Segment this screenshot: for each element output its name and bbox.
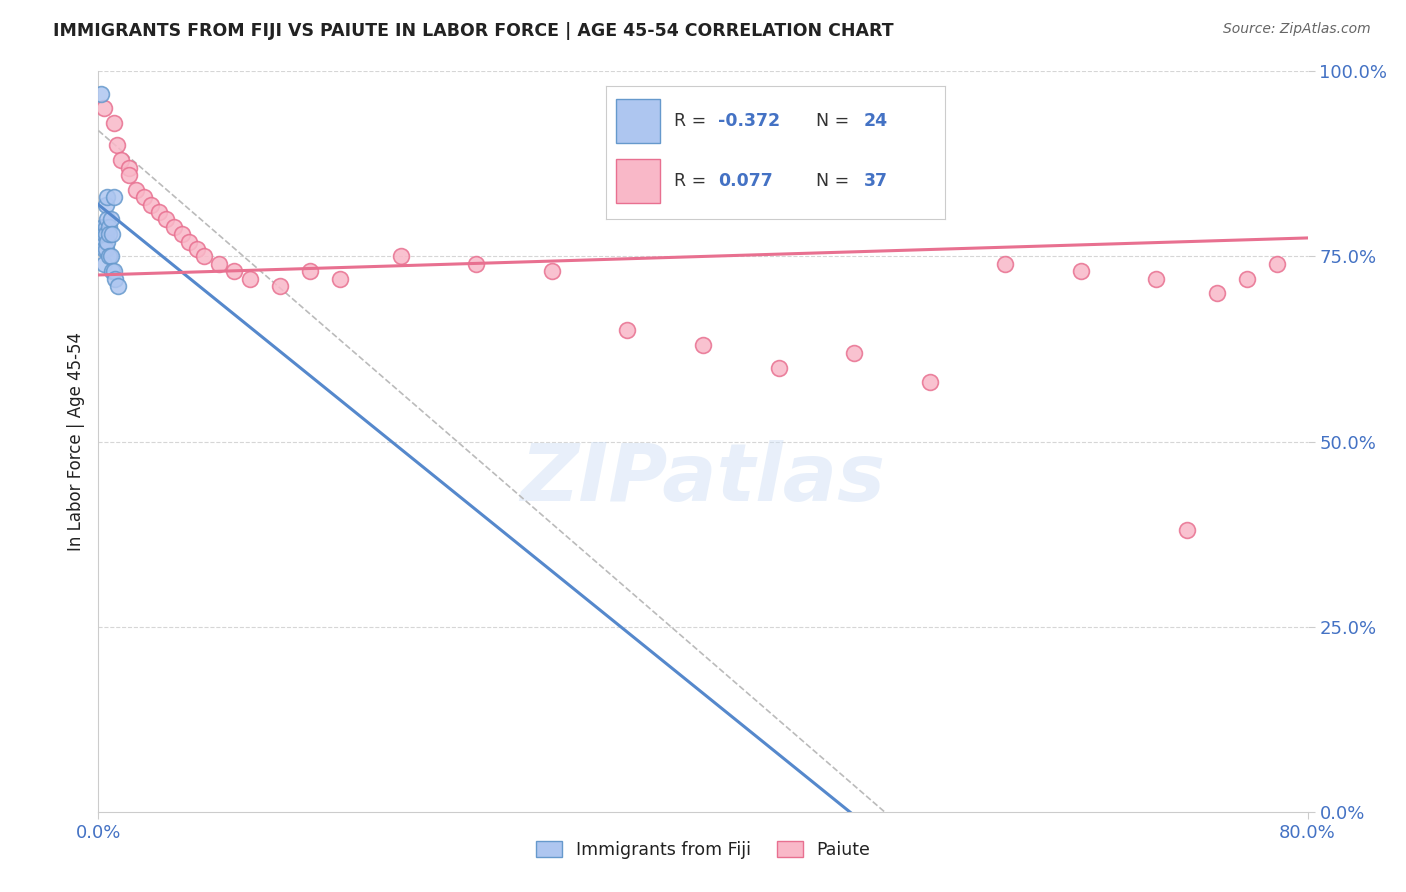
Point [299, 264, 322, 278]
Point [110, 153, 132, 168]
Point [94, 197, 117, 211]
Point [208, 257, 231, 271]
Point [105, 138, 128, 153]
Legend: Immigrants from Fiji, Paiute: Immigrants from Fiji, Paiute [529, 834, 877, 866]
Point [98, 219, 121, 234]
Point [100, 212, 122, 227]
Point [163, 219, 186, 234]
Point [93, 227, 115, 242]
Point [1144, 271, 1167, 285]
Point [98, 227, 121, 242]
Point [389, 250, 412, 264]
Point [125, 183, 148, 197]
Point [193, 250, 215, 264]
Point [1206, 286, 1229, 301]
Point [616, 324, 638, 338]
Point [98, 250, 121, 264]
Point [1267, 257, 1289, 271]
Point [103, 116, 125, 130]
Point [94, 227, 117, 242]
Point [768, 360, 790, 375]
Point [118, 168, 141, 182]
Point [104, 271, 127, 285]
Point [96, 190, 118, 204]
Point [224, 264, 246, 278]
Point [329, 271, 352, 285]
Point [96, 212, 118, 227]
Point [118, 161, 141, 175]
Text: ZIPatlas: ZIPatlas [520, 440, 886, 517]
Point [239, 271, 262, 285]
Point [141, 197, 163, 211]
Point [96, 235, 118, 249]
Point [107, 279, 129, 293]
Point [269, 279, 291, 293]
Point [93, 242, 115, 256]
Point [1175, 524, 1198, 538]
Point [91, 219, 114, 234]
Point [103, 190, 125, 204]
Point [692, 338, 714, 352]
Point [93, 102, 115, 116]
Point [186, 242, 208, 256]
Point [170, 227, 193, 242]
Text: Source: ZipAtlas.com: Source: ZipAtlas.com [1223, 22, 1371, 37]
Y-axis label: In Labor Force | Age 45-54: In Labor Force | Age 45-54 [66, 332, 84, 551]
Point [918, 376, 941, 390]
Point [844, 345, 866, 359]
Point [994, 257, 1017, 271]
Point [1070, 264, 1092, 278]
Point [90, 87, 112, 101]
Point [100, 250, 122, 264]
Point [91, 235, 114, 249]
Point [148, 205, 170, 219]
Point [94, 219, 117, 234]
Point [101, 264, 124, 278]
Point [465, 257, 488, 271]
Point [103, 264, 125, 278]
Point [132, 190, 155, 204]
Point [540, 264, 562, 278]
Point [155, 212, 177, 227]
Point [1236, 271, 1258, 285]
Point [94, 242, 117, 256]
Point [101, 227, 124, 242]
Point [179, 235, 201, 249]
Text: IMMIGRANTS FROM FIJI VS PAIUTE IN LABOR FORCE | AGE 45-54 CORRELATION CHART: IMMIGRANTS FROM FIJI VS PAIUTE IN LABOR … [53, 22, 894, 40]
Point [93, 257, 115, 271]
